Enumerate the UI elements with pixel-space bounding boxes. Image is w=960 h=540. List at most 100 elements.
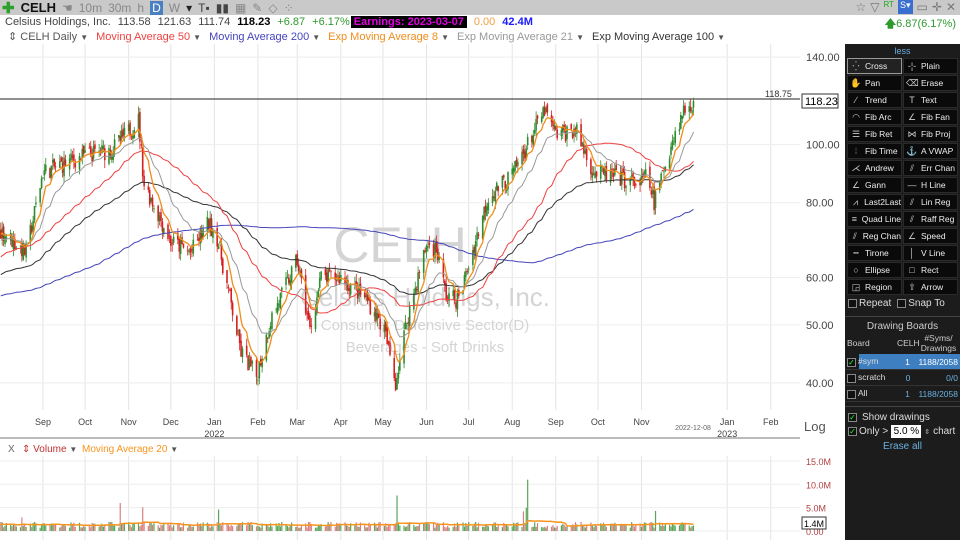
- tool-text[interactable]: T Text: [903, 92, 958, 108]
- rect-icon: □: [909, 265, 915, 275]
- tool-speed[interactable]: ∠ Speed: [903, 228, 958, 244]
- ema100-line: [0, 164, 694, 295]
- move-icon[interactable]: ✛: [931, 0, 942, 14]
- tool-cross[interactable]: ⁛ Cross: [847, 58, 902, 74]
- tool-lin-reg[interactable]: ⫽ Lin Reg: [903, 194, 958, 210]
- ema8-line: [0, 112, 695, 364]
- tool-region[interactable]: ◲ Region: [847, 279, 902, 295]
- tool-fib-ret[interactable]: ☰ Fib Ret: [847, 126, 902, 142]
- ma200-label[interactable]: Moving Average 200 ▼: [209, 30, 321, 43]
- volume-bar: [562, 524, 564, 531]
- board-row[interactable]: ✓ #sym 1 1188/2058: [845, 354, 960, 370]
- volume-bar: [279, 526, 281, 531]
- text-tool-icon[interactable]: T▪: [198, 0, 210, 15]
- candle: [103, 148, 106, 161]
- tool-h-line[interactable]: — H Line: [903, 177, 958, 193]
- interval-d[interactable]: D: [150, 0, 163, 15]
- interval-h[interactable]: h: [137, 0, 145, 15]
- tool-v-line[interactable]: │ V Line: [903, 245, 958, 261]
- volume-bar: [664, 523, 666, 531]
- volume-bar: [208, 523, 210, 531]
- volume-bar: [514, 523, 516, 531]
- tool-rect[interactable]: □ Rect: [903, 262, 958, 278]
- erase-all-button[interactable]: Erase all: [883, 441, 922, 452]
- share-icon[interactable]: ⁘: [283, 0, 294, 15]
- repeat-checkbox[interactable]: Repeat: [848, 298, 891, 309]
- interval-w[interactable]: W: [168, 0, 181, 15]
- tool-reg-chan[interactable]: ⫽ Reg Chan: [847, 228, 902, 244]
- tool-a-vwap[interactable]: ⚓ A VWAP: [903, 143, 958, 159]
- tool-plain[interactable]: -¦- Plain: [903, 58, 958, 74]
- realtime-icon[interactable]: RT: [883, 0, 894, 9]
- tool-tirone[interactable]: ┅ Tirone: [847, 245, 902, 261]
- candle: [393, 357, 396, 379]
- snap-to-checkbox[interactable]: Snap To: [897, 298, 945, 309]
- filter-icon[interactable]: ▽: [870, 0, 880, 14]
- ema8-label[interactable]: Exp Moving Average 8 ▼: [328, 30, 450, 43]
- tool-andrew[interactable]: ⋌ Andrew: [847, 160, 902, 176]
- eraser-icon[interactable]: ◇: [268, 0, 278, 15]
- volume-bar: [483, 526, 485, 531]
- tool-quad-line[interactable]: ≡ Quad Line: [847, 211, 902, 227]
- interval-30m[interactable]: 30m: [108, 0, 132, 15]
- tool-fib-proj[interactable]: ⋈ Fib Proj: [903, 126, 958, 142]
- candle: [491, 196, 494, 203]
- bar-chart-icon[interactable]: ▮▮: [215, 0, 229, 15]
- candle: [408, 305, 411, 326]
- volume-ma-label[interactable]: Moving Average 20 ▼: [82, 444, 178, 455]
- tool-ellipse[interactable]: ○ Ellipse: [847, 262, 902, 278]
- candle: [601, 166, 603, 168]
- volume-bar: [604, 525, 606, 531]
- show-drawings-checkbox[interactable]: ✓ Show drawings: [848, 412, 930, 423]
- volume-label[interactable]: ⇕ Volume ▼: [22, 444, 77, 455]
- close-icon[interactable]: ✕: [945, 0, 956, 14]
- tool-pan[interactable]: ✋ Pan: [847, 75, 902, 91]
- tool-raff-reg[interactable]: ⫽ Raff Reg: [903, 211, 958, 227]
- board-row[interactable]: All 1 1188/2058: [845, 386, 960, 402]
- volume-bar: [319, 525, 321, 531]
- ema100-label[interactable]: Exp Moving Average 100 ▼: [592, 30, 726, 43]
- volume-bar: [118, 527, 120, 531]
- add-symbol-icon[interactable]: ✚: [2, 0, 15, 17]
- tool-trend[interactable]: ∕ Trend: [847, 92, 902, 108]
- tool-gann[interactable]: ∠ Gann: [847, 177, 902, 193]
- a-vwap-icon: ⚓: [906, 145, 918, 156]
- tool-fib-fan[interactable]: ∠ Fib Fan: [903, 109, 958, 125]
- candle: [118, 135, 120, 138]
- ema21-label[interactable]: Exp Moving Average 21 ▼: [457, 30, 584, 43]
- s-menu-icon[interactable]: S▾: [898, 0, 913, 14]
- tool-fib-time[interactable]: ⦙ Fib Time: [847, 143, 902, 159]
- layout-icon[interactable]: ▦: [234, 0, 247, 15]
- tool-arrow[interactable]: ⇧ Arrow: [903, 279, 958, 295]
- candle: [501, 175, 504, 188]
- tool-err-chan[interactable]: ⫽ Err Chan: [903, 160, 958, 176]
- volume-bar: [265, 523, 267, 531]
- candle: [151, 197, 154, 207]
- board-row[interactable]: scratch 0 0/0: [845, 370, 960, 386]
- save-icon[interactable]: ▭: [916, 0, 928, 14]
- only-checkbox[interactable]: ✓ Only >: [848, 426, 889, 437]
- price-tick: 100.00: [806, 140, 840, 152]
- volume-close-button[interactable]: X: [8, 444, 15, 455]
- volume-bar: [230, 525, 232, 531]
- symbol-input[interactable]: CELH: [20, 0, 56, 15]
- tool-last2last[interactable]: ⩘ Last2Last: [847, 194, 902, 210]
- candle: [599, 164, 602, 179]
- only-percent-input[interactable]: 5.0 %: [891, 425, 922, 438]
- tool-fib-arc[interactable]: ◠ Fib Arc: [847, 109, 902, 125]
- tool-erase[interactable]: ⌫ Erase: [903, 75, 958, 91]
- candle: [139, 111, 141, 142]
- chart-label[interactable]: ⇕ CELH Daily ▼: [8, 31, 89, 43]
- log-scale-toggle[interactable]: Log: [804, 419, 826, 434]
- price-chart[interactable]: CELH Celsius Holdings, Inc. Consumer Def…: [0, 44, 845, 540]
- less-toggle[interactable]: less: [894, 46, 911, 56]
- ma50-label[interactable]: Moving Average 50 ▼: [96, 30, 202, 43]
- pen-icon[interactable]: ✎: [252, 0, 263, 15]
- hand-icon[interactable]: ☚: [61, 0, 73, 15]
- interval-10m[interactable]: 10m: [78, 0, 103, 15]
- star-icon[interactable]: ☆: [855, 0, 867, 14]
- candle: [219, 241, 221, 243]
- volume-bar: [688, 525, 690, 531]
- interval-dropdown-icon[interactable]: ▾: [186, 0, 193, 15]
- candle: [570, 124, 573, 130]
